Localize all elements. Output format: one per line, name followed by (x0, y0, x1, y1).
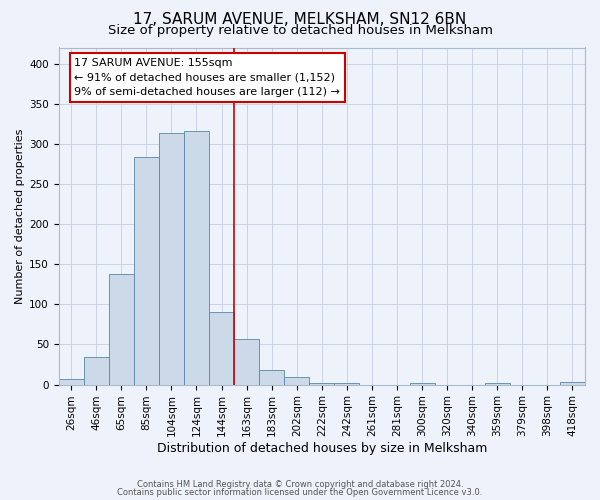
Text: Size of property relative to detached houses in Melksham: Size of property relative to detached ho… (107, 24, 493, 37)
Text: Contains HM Land Registry data © Crown copyright and database right 2024.: Contains HM Land Registry data © Crown c… (137, 480, 463, 489)
Bar (84, 358, 109, 384)
Bar (59, 379, 84, 384)
Bar (109, 274, 134, 384)
Bar (334, 383, 359, 384)
Text: 17, SARUM AVENUE, MELKSHAM, SN12 6BN: 17, SARUM AVENUE, MELKSHAM, SN12 6BN (133, 12, 467, 28)
Bar (134, 156, 159, 384)
Text: Contains public sector information licensed under the Open Government Licence v3: Contains public sector information licen… (118, 488, 482, 497)
Bar (234, 339, 259, 384)
Y-axis label: Number of detached properties: Number of detached properties (15, 128, 25, 304)
Bar (209, 312, 234, 384)
Bar (410, 383, 434, 384)
Bar (284, 376, 309, 384)
Bar (309, 383, 334, 384)
X-axis label: Distribution of detached houses by size in Melksham: Distribution of detached houses by size … (157, 442, 487, 455)
Text: 17 SARUM AVENUE: 155sqm
← 91% of detached houses are smaller (1,152)
9% of semi-: 17 SARUM AVENUE: 155sqm ← 91% of detache… (74, 58, 340, 97)
Bar (184, 131, 209, 384)
Bar (259, 370, 284, 384)
Bar (560, 382, 585, 384)
Bar (159, 132, 184, 384)
Bar (485, 383, 510, 384)
